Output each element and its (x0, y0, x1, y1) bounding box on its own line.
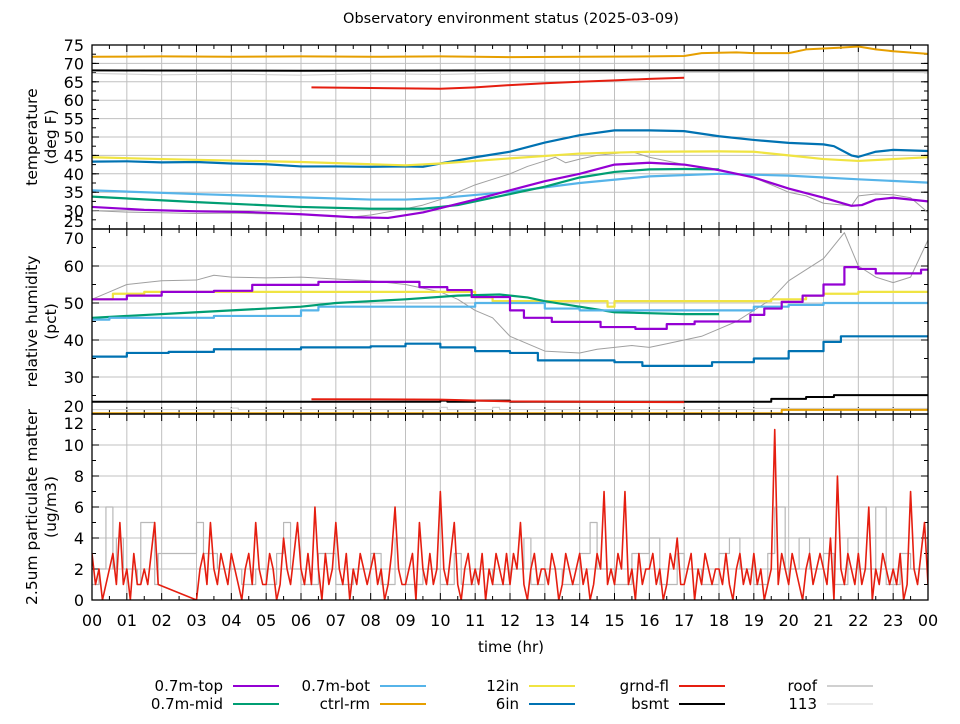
y-axis-label: 2.5um particulate matter (23, 408, 41, 605)
y-tick-label: 40 (64, 165, 84, 184)
x-tick-label: 18 (709, 611, 729, 630)
x-tick-label: 00 (82, 611, 102, 630)
y-tick-label: 2 (74, 560, 84, 579)
y-tick-label: 8 (74, 467, 84, 486)
x-tick-label: 01 (117, 611, 137, 630)
y-axis-label: (pct) (42, 303, 60, 340)
y-tick-label: 40 (64, 331, 84, 350)
x-tick-label: 13 (535, 611, 555, 630)
x-tick-label: 17 (674, 611, 694, 630)
y-axis-label: (ug/m3) (42, 476, 60, 538)
chart-title: Observatory environment status (2025-03-… (343, 11, 679, 27)
y-tick-label: 70 (64, 54, 84, 73)
y-tick-label: 45 (64, 146, 84, 165)
x-tick-label: 05 (256, 611, 276, 630)
y-tick-label: 30 (64, 202, 84, 221)
legend-label: 0.7m-mid (151, 695, 223, 713)
y-tick-label: 60 (64, 91, 84, 110)
x-tick-label: 12 (500, 611, 520, 630)
legend-label: 12in (486, 677, 519, 695)
y-tick-label: 60 (64, 257, 84, 276)
x-tick-label: 21 (813, 611, 833, 630)
y-tick-label: 12 (64, 414, 84, 433)
x-tick-label: 11 (465, 611, 485, 630)
x-tick-label: 19 (744, 611, 764, 630)
x-axis-label: time (hr) (478, 638, 544, 656)
panel-2: 0 2 4 6 8 10 12 2.5um particulate matter(ug/m3) (23, 408, 928, 610)
y-tick-label: 6 (74, 498, 84, 517)
x-tick-label: 22 (848, 611, 868, 630)
y-tick-label: 10 (64, 436, 84, 455)
y-axis-label: temperature (23, 88, 41, 185)
y-tick-label: 75 (64, 36, 84, 55)
x-tick-label: 09 (395, 611, 415, 630)
y-tick-label: 4 (74, 529, 84, 548)
y-tick-label: 35 (64, 183, 84, 202)
x-tick-label: 08 (360, 611, 380, 630)
x-tick-label: 15 (604, 611, 624, 630)
legend-label: 0.7m-top (155, 677, 223, 695)
y-tick-label: 65 (64, 73, 84, 92)
legend-label: ctrl-rm (320, 695, 370, 713)
y-tick-label: 50 (64, 294, 84, 313)
legend-label: roof (788, 677, 818, 695)
x-tick-label: 07 (326, 611, 346, 630)
x-tick-label: 10 (430, 611, 450, 630)
x-tick-label: 00 (918, 611, 938, 630)
legend-label: grnd-fl (620, 677, 669, 695)
y-tick-label: 70 (64, 229, 84, 248)
x-tick-label: 02 (151, 611, 171, 630)
x-tick-label: 04 (221, 611, 241, 630)
x-tick-label: 14 (569, 611, 589, 630)
series-line-grnd-fl (311, 78, 684, 89)
x-tick-label: 16 (639, 611, 659, 630)
y-axis-label: (deg F) (42, 109, 60, 164)
legend-label: bsmt (631, 695, 669, 713)
x-tick-label: 20 (778, 611, 798, 630)
y-tick-label: 55 (64, 110, 84, 129)
x-tick-label: 23 (883, 611, 903, 630)
x-tick-label: 06 (291, 611, 311, 630)
legend-label: 113 (788, 695, 817, 713)
y-tick-label: 30 (64, 368, 84, 387)
y-tick-label: 0 (74, 591, 84, 610)
legend-label: 6in (496, 695, 519, 713)
y-axis-label: relative humidity (23, 256, 41, 388)
y-tick-label: 50 (64, 128, 84, 147)
legend-label: 0.7m-bot (302, 677, 371, 695)
x-tick-label: 03 (186, 611, 206, 630)
